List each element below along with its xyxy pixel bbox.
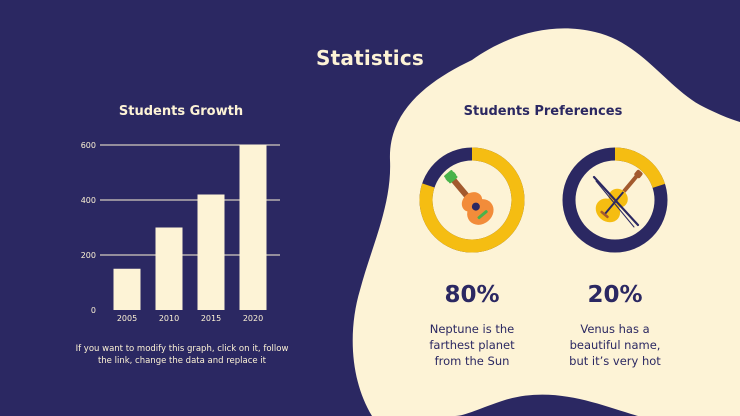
y-tick-label-200: 200 <box>81 251 96 260</box>
chart-title: Students Growth <box>118 104 244 119</box>
preference-2-description-line-2: beautiful name, <box>569 338 661 352</box>
preference-2-description-line-3: but it’s very hot <box>569 354 661 368</box>
y-tick-label-600: 600 <box>81 141 96 150</box>
donut-arc-1 <box>419 147 525 253</box>
bar-2020 <box>239 145 267 310</box>
preference-2-description-line-1: Venus has a <box>580 322 650 336</box>
x-tick-label-2010: 2010 <box>159 314 179 323</box>
y-tick-label-400: 400 <box>81 196 96 205</box>
preference-2-description: Venus has a beautiful name, but it’s ver… <box>545 321 685 369</box>
donut-arc-2 <box>562 147 668 253</box>
preference-1-description-line-2: farthest planet <box>429 338 515 352</box>
preferences-title: Students Preferences <box>463 104 623 119</box>
donut-chart-2 <box>562 147 668 253</box>
preference-1-description-line-3: from the Sun <box>434 354 510 368</box>
x-tick-label-2005: 2005 <box>117 314 137 323</box>
bar-2015 <box>197 194 225 310</box>
bar-2010 <box>155 227 183 310</box>
donut-chart-1 <box>419 147 525 253</box>
preference-1-description: Neptune is the farthest planet from the … <box>402 321 542 369</box>
y-tick-label-0: 0 <box>91 306 96 315</box>
guitar-icon <box>442 168 494 225</box>
preference-1-description-line-1: Neptune is the <box>429 322 515 336</box>
preference-2-percent: 20% <box>587 282 643 308</box>
violin-icon <box>592 169 643 228</box>
slide-title: Statistics <box>316 46 424 70</box>
preference-1-percent: 80% <box>444 282 500 308</box>
bar-2005 <box>113 268 141 310</box>
chart-note: If you want to modify this graph, click … <box>75 344 289 366</box>
x-tick-label-2015: 2015 <box>201 314 221 323</box>
x-tick-label-2020: 2020 <box>243 314 263 323</box>
